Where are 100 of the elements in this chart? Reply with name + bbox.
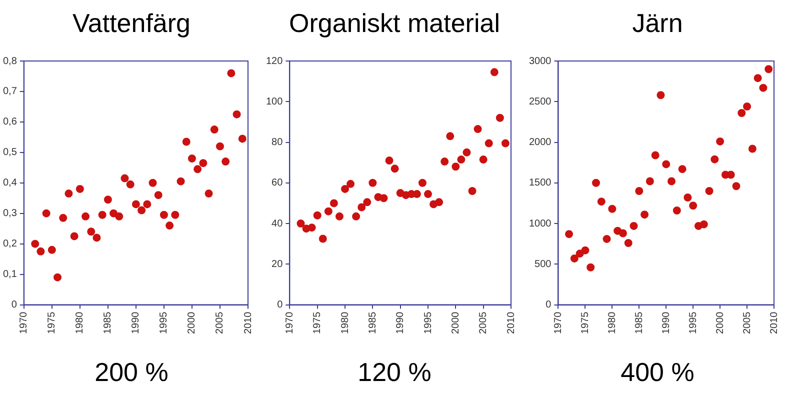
x-tick-label: 2010 [768, 311, 780, 334]
x-tick-label: 1980 [606, 311, 618, 334]
point [651, 151, 660, 160]
point [440, 158, 449, 166]
point [689, 202, 698, 210]
point [216, 142, 224, 150]
point [171, 210, 180, 219]
point [313, 211, 322, 220]
x-tick-label: 1975 [312, 311, 324, 334]
point [743, 102, 752, 110]
text: 200 % [94, 357, 170, 388]
point [700, 220, 708, 228]
point [608, 204, 616, 213]
point [624, 239, 632, 248]
y-tick-label: 0,2 [2, 238, 18, 250]
x-tick-label: 1995 [422, 311, 434, 334]
point [210, 126, 218, 134]
point [457, 156, 466, 164]
point [92, 234, 101, 242]
point [54, 273, 62, 282]
y-tick-label: 20 [272, 258, 284, 270]
chart-title: Vattenfärg [71, 7, 192, 40]
x-tick-label: 1970 [284, 311, 296, 334]
point [222, 158, 230, 166]
x-tick-label: 1975 [580, 311, 591, 334]
point [490, 68, 498, 76]
point [341, 184, 350, 193]
point [385, 156, 394, 165]
y-tick-label: 2000 [528, 137, 552, 148]
point [115, 212, 124, 220]
point [684, 194, 692, 202]
point [64, 190, 73, 198]
point [602, 234, 611, 243]
point [581, 246, 590, 254]
x-tick-label: 1990 [395, 311, 406, 334]
point [672, 206, 681, 215]
point [484, 139, 493, 148]
point [446, 132, 454, 140]
y-tick-label: 0,1 [2, 269, 18, 280]
point [148, 178, 157, 187]
point [132, 200, 140, 208]
point [194, 165, 202, 174]
y-tick-label: 40 [272, 218, 284, 230]
point [188, 154, 196, 162]
point [166, 222, 174, 230]
y-tick-label: 100 [266, 96, 284, 108]
point [76, 184, 84, 193]
point [635, 187, 644, 195]
point [618, 229, 627, 238]
y-tick-label: 60 [272, 178, 284, 189]
point [640, 210, 649, 219]
point [759, 84, 768, 92]
text: 120 % [356, 357, 432, 388]
point [296, 220, 305, 228]
point [424, 190, 432, 198]
point [204, 190, 213, 198]
y-tick-label: 1000 [528, 218, 552, 230]
y-tick-label: 0 [546, 300, 552, 311]
x-tick-label: 1970 [18, 311, 30, 334]
y-tick-label: 0 [11, 300, 18, 311]
y-tick-label: 0,5 [2, 147, 18, 158]
point [565, 230, 574, 238]
point [308, 224, 316, 232]
point [479, 156, 488, 164]
point [462, 148, 471, 156]
point [182, 138, 190, 146]
point [678, 165, 686, 174]
point [764, 65, 773, 74]
point [468, 187, 476, 195]
x-tick-label: 1985 [367, 311, 378, 334]
point [352, 212, 360, 220]
x-tick-label: 1990 [130, 311, 142, 334]
point [668, 177, 676, 186]
point [98, 210, 106, 219]
x-tick-label: 2010 [242, 311, 254, 334]
point [570, 254, 578, 262]
point [318, 234, 327, 243]
point [238, 134, 246, 143]
point [126, 180, 134, 188]
point [418, 178, 426, 187]
point [496, 114, 504, 122]
y-tick-label: 3000 [528, 56, 552, 67]
x-tick-label: 1995 [688, 311, 699, 334]
x-tick-label: 1980 [340, 311, 351, 334]
x-tick-label: 2000 [186, 311, 198, 334]
point [705, 187, 714, 195]
x-tick-label: 2000 [714, 311, 726, 334]
point [716, 137, 724, 146]
x-tick-label: 1980 [74, 311, 86, 334]
chart-title: Organiskt material [288, 7, 501, 40]
point [390, 164, 399, 173]
point [435, 198, 444, 206]
y-tick-label: 500 [534, 258, 552, 270]
point [380, 194, 388, 202]
point [59, 214, 68, 222]
point [87, 228, 96, 236]
point [592, 178, 600, 187]
point [160, 210, 168, 219]
y-tick-label: 2500 [528, 96, 552, 108]
point [199, 159, 208, 168]
